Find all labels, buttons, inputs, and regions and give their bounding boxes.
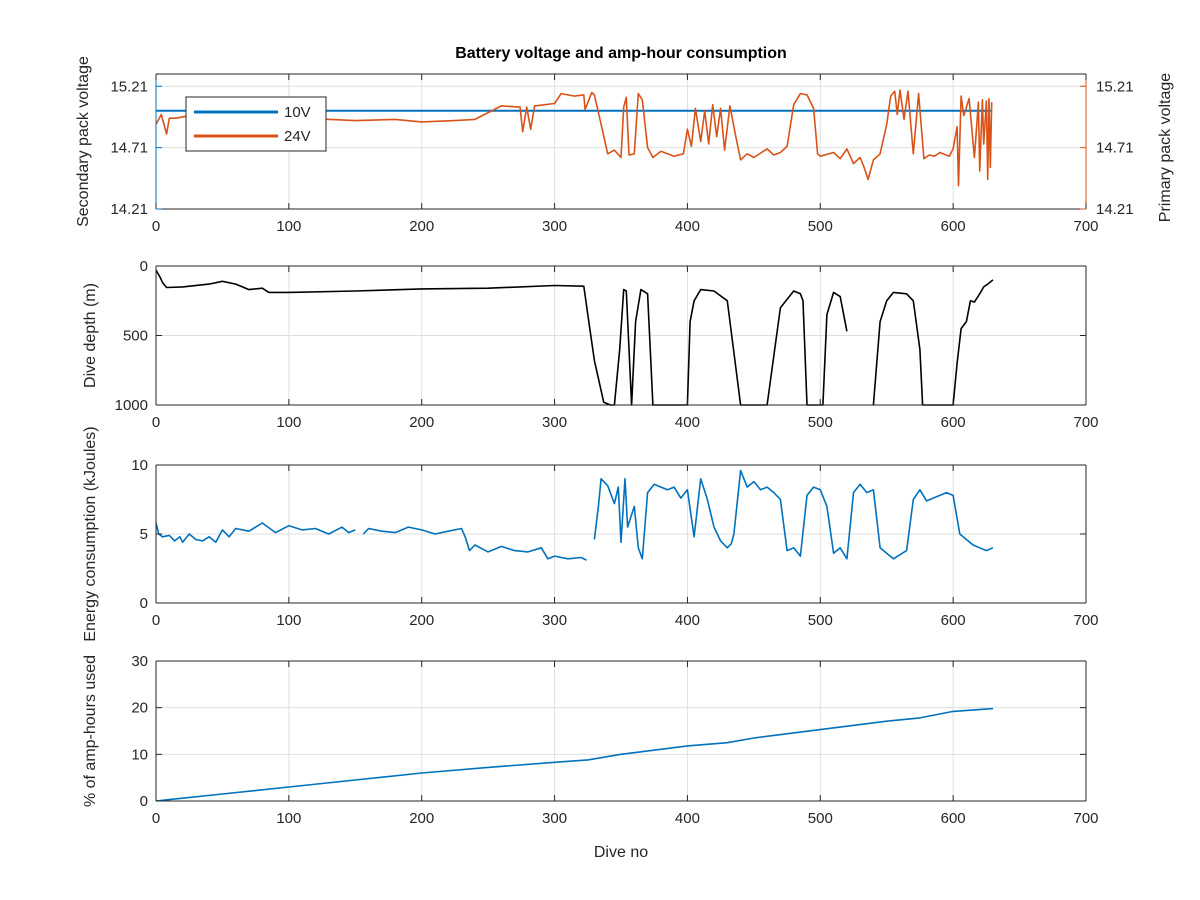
y-tick-label: 15.21 xyxy=(110,78,148,95)
x-tick-label: 600 xyxy=(941,218,966,235)
x-tick-label: 100 xyxy=(276,218,301,235)
x-tick-label: 600 xyxy=(941,414,966,431)
x-tick-label: 200 xyxy=(409,612,434,629)
y-tick-label: 5 xyxy=(140,526,148,543)
y-tick-label: 20 xyxy=(131,700,148,717)
y-axis-label: Dive depth (m) xyxy=(82,283,99,388)
x-tick-label: 0 xyxy=(152,414,160,431)
x-tick-label: 700 xyxy=(1073,612,1098,629)
y-tick-label: 14.71 xyxy=(110,140,148,157)
y-tick-label: 10 xyxy=(131,746,148,763)
y-tick-label-right: 14.21 xyxy=(1096,201,1134,218)
x-tick-label: 500 xyxy=(808,810,833,827)
x-tick-label: 200 xyxy=(409,414,434,431)
x-tick-label: 300 xyxy=(542,810,567,827)
panel-3: 0 100 200 300 400 500 600 700 0 5 10 Energy consump… xyxy=(82,426,1099,641)
x-tick-label: 500 xyxy=(808,612,833,629)
chart-title: Battery voltage and amp-hour consumption xyxy=(455,45,787,62)
x-tick-label: 500 xyxy=(808,414,833,431)
x-tick-label: 200 xyxy=(409,810,434,827)
x-tick-label: 400 xyxy=(675,414,700,431)
y-axis-label: % of amp-hours used xyxy=(82,655,99,807)
y-tick-label-right: 14.71 xyxy=(1096,140,1134,157)
x-tick-label: 700 xyxy=(1073,810,1098,827)
y-tick-label: 0 xyxy=(140,595,148,612)
x-tick-label: 200 xyxy=(409,218,434,235)
series-line-energy-seg1 xyxy=(156,522,356,544)
y-axis-label-right: Primary pack voltage xyxy=(1157,73,1174,222)
x-tick-label: 100 xyxy=(276,612,301,629)
y-tick-label: 30 xyxy=(131,653,148,670)
x-tick-label: 400 xyxy=(675,218,700,235)
x-tick-label: 300 xyxy=(542,414,567,431)
y-tick-label-right: 15.21 xyxy=(1096,78,1134,95)
y-tick-label: 0 xyxy=(140,258,148,275)
legend-entry: 24V xyxy=(284,128,311,145)
panel-2: 0 100 200 300 400 500 600 700 0 500 1000 Dive depth… xyxy=(82,258,1099,431)
x-tick-label: 700 xyxy=(1073,414,1098,431)
legend-entry: 10V xyxy=(284,104,311,121)
x-axis-label: Dive no xyxy=(594,844,648,861)
x-tick-label: 600 xyxy=(941,810,966,827)
x-tick-label: 400 xyxy=(675,810,700,827)
series-line-energy-seg3 xyxy=(593,469,994,560)
panel-4: 0 100 200 300 400 500 600 700 0 10 20 30 % of amp-ho… xyxy=(82,653,1099,861)
x-tick-label: 700 xyxy=(1073,218,1098,235)
x-tick-label: 500 xyxy=(808,218,833,235)
y-axis-label: Secondary pack voltage xyxy=(75,56,92,227)
y-tick-label: 0 xyxy=(140,793,148,810)
x-tick-label: 0 xyxy=(152,612,160,629)
series-line-energy-seg2 xyxy=(362,526,587,561)
x-tick-label: 100 xyxy=(276,810,301,827)
y-tick-label: 14.21 xyxy=(110,201,148,218)
x-tick-label: 400 xyxy=(675,612,700,629)
series-line-amp-hours xyxy=(156,707,994,802)
x-tick-label: 0 xyxy=(152,218,160,235)
y-tick-label: 1000 xyxy=(115,397,148,414)
x-tick-label: 300 xyxy=(542,612,567,629)
y-axis-label: Energy consumption (kJoules) xyxy=(82,426,99,641)
x-tick-label: 600 xyxy=(941,612,966,629)
y-tick-label: 10 xyxy=(131,457,148,474)
y-tick-label: 500 xyxy=(123,328,148,345)
series-line-line-seg1 xyxy=(156,269,848,406)
x-tick-label: 100 xyxy=(276,414,301,431)
x-tick-label: 300 xyxy=(542,218,567,235)
series-line-24v xyxy=(156,89,993,187)
x-tick-label: 0 xyxy=(152,810,160,827)
